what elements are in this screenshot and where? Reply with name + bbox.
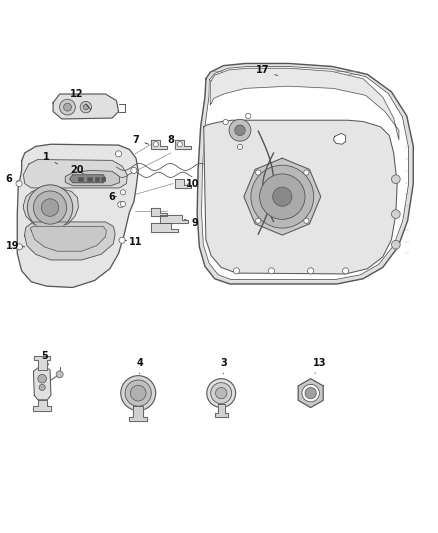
- Circle shape: [235, 125, 245, 135]
- Polygon shape: [53, 94, 119, 119]
- Circle shape: [120, 190, 126, 195]
- Circle shape: [177, 142, 182, 147]
- Polygon shape: [298, 379, 323, 408]
- Polygon shape: [151, 223, 177, 231]
- Circle shape: [392, 210, 400, 219]
- Circle shape: [125, 380, 151, 406]
- Polygon shape: [333, 133, 346, 144]
- Circle shape: [131, 167, 137, 174]
- Circle shape: [211, 383, 232, 403]
- Circle shape: [223, 119, 228, 125]
- Text: 17: 17: [256, 65, 278, 76]
- Text: 6: 6: [5, 174, 18, 184]
- Circle shape: [268, 268, 275, 274]
- Circle shape: [131, 385, 146, 401]
- Circle shape: [121, 376, 155, 410]
- Polygon shape: [130, 406, 147, 422]
- Circle shape: [343, 268, 349, 274]
- Polygon shape: [33, 400, 51, 410]
- Circle shape: [256, 218, 261, 223]
- Text: 6: 6: [109, 192, 117, 201]
- Text: 7: 7: [133, 135, 148, 145]
- Circle shape: [392, 175, 400, 183]
- Polygon shape: [175, 140, 191, 149]
- Bar: [95, 176, 99, 181]
- Text: 11: 11: [125, 238, 143, 247]
- Circle shape: [80, 101, 92, 113]
- Polygon shape: [33, 365, 51, 400]
- Polygon shape: [34, 356, 50, 370]
- Circle shape: [118, 201, 124, 207]
- Polygon shape: [244, 158, 321, 235]
- Text: 1: 1: [43, 152, 57, 164]
- Polygon shape: [151, 207, 166, 216]
- Polygon shape: [160, 215, 188, 223]
- Polygon shape: [197, 63, 413, 284]
- Polygon shape: [17, 144, 138, 287]
- Circle shape: [116, 151, 122, 157]
- Circle shape: [39, 384, 45, 391]
- Circle shape: [38, 374, 46, 383]
- Bar: [78, 176, 83, 181]
- Circle shape: [251, 165, 314, 228]
- Polygon shape: [30, 227, 106, 251]
- Circle shape: [16, 181, 22, 187]
- Circle shape: [246, 114, 251, 118]
- Polygon shape: [151, 140, 166, 149]
- Polygon shape: [204, 120, 397, 274]
- Circle shape: [83, 104, 88, 110]
- Polygon shape: [65, 171, 120, 185]
- Polygon shape: [23, 159, 127, 188]
- Circle shape: [153, 142, 158, 147]
- Circle shape: [207, 379, 236, 408]
- Text: 8: 8: [168, 135, 177, 145]
- Circle shape: [302, 384, 319, 402]
- Text: 5: 5: [41, 351, 49, 365]
- Circle shape: [229, 119, 251, 141]
- Circle shape: [33, 191, 67, 224]
- Text: 4: 4: [136, 358, 143, 374]
- Text: 20: 20: [71, 165, 84, 175]
- Polygon shape: [215, 403, 228, 417]
- Circle shape: [120, 201, 126, 207]
- Circle shape: [304, 218, 309, 223]
- Circle shape: [119, 237, 125, 244]
- Circle shape: [16, 244, 22, 250]
- Polygon shape: [210, 68, 399, 140]
- Bar: [101, 176, 106, 181]
- Circle shape: [27, 185, 73, 230]
- Circle shape: [233, 268, 240, 274]
- Polygon shape: [175, 179, 191, 188]
- Polygon shape: [23, 189, 78, 227]
- Bar: [87, 176, 92, 181]
- Circle shape: [260, 174, 305, 220]
- Circle shape: [56, 371, 63, 378]
- Polygon shape: [201, 67, 409, 280]
- Polygon shape: [25, 222, 115, 260]
- Text: 19: 19: [6, 240, 25, 251]
- Text: 9: 9: [184, 218, 198, 228]
- Circle shape: [304, 170, 309, 175]
- Circle shape: [305, 387, 316, 399]
- Circle shape: [41, 199, 59, 216]
- Circle shape: [215, 387, 227, 399]
- Circle shape: [64, 103, 71, 111]
- Text: 10: 10: [186, 179, 200, 189]
- Text: 12: 12: [71, 89, 91, 109]
- Text: 13: 13: [313, 358, 326, 374]
- Circle shape: [256, 170, 261, 175]
- Text: 3: 3: [220, 358, 227, 374]
- Circle shape: [307, 268, 314, 274]
- Polygon shape: [70, 175, 106, 183]
- Circle shape: [60, 99, 75, 115]
- Circle shape: [392, 240, 400, 249]
- Circle shape: [237, 144, 243, 149]
- Circle shape: [273, 187, 292, 206]
